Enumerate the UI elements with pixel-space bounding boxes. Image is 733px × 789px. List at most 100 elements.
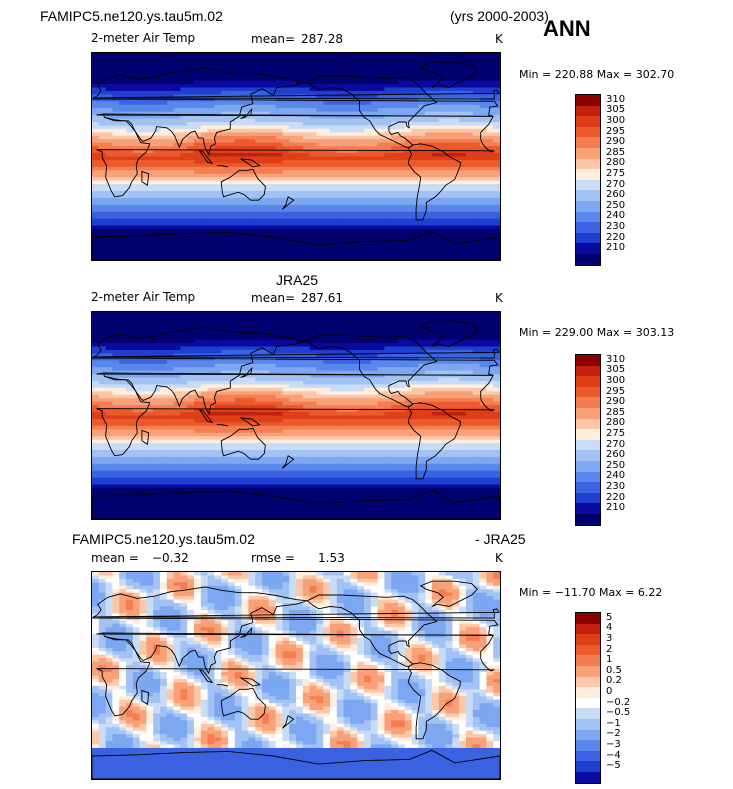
field-cell xyxy=(302,363,311,368)
field-cell xyxy=(160,163,168,168)
field-cell xyxy=(234,128,243,133)
field-cell xyxy=(404,173,413,178)
field-cell xyxy=(282,360,290,365)
field-cell xyxy=(98,177,107,182)
field-cell xyxy=(411,349,419,354)
field-cell xyxy=(132,125,141,130)
field-cell xyxy=(200,225,209,230)
field-cell xyxy=(98,228,107,233)
field-cell xyxy=(466,173,474,178)
field-cell xyxy=(336,253,345,258)
field-cell xyxy=(466,353,474,358)
field-cell xyxy=(296,149,304,154)
field-cell xyxy=(153,156,161,161)
field-cell xyxy=(309,173,317,178)
field-cell xyxy=(105,332,113,337)
field-cell xyxy=(200,56,209,61)
field-cell xyxy=(262,166,270,171)
field-cell xyxy=(472,377,481,382)
field-cell xyxy=(160,177,168,182)
field-cell xyxy=(234,135,243,140)
field-cell xyxy=(166,235,175,240)
field-cell xyxy=(370,332,379,337)
field-cell xyxy=(479,204,487,209)
field-cell xyxy=(139,187,147,192)
field-cell xyxy=(234,384,243,389)
field-cell xyxy=(432,374,440,379)
field-cell xyxy=(493,249,500,254)
field-cell xyxy=(404,346,413,351)
field-cell xyxy=(466,90,474,95)
field-cell xyxy=(282,329,290,334)
field-cell xyxy=(146,118,154,123)
field-cell xyxy=(364,322,372,327)
field-cell xyxy=(316,349,324,354)
field-cell xyxy=(248,381,256,386)
field-cell xyxy=(160,128,168,133)
field-cell xyxy=(268,325,277,330)
field-cell xyxy=(105,135,113,140)
field-cell xyxy=(119,228,127,233)
field-cell xyxy=(98,80,107,85)
field-cell xyxy=(166,104,175,109)
field-cell xyxy=(173,66,181,71)
field-cell xyxy=(119,132,127,137)
field-cell xyxy=(330,111,338,116)
field-cell xyxy=(357,180,365,185)
field-cell xyxy=(275,353,283,358)
field-cell xyxy=(330,135,338,140)
field-cell xyxy=(98,194,107,199)
field-cell xyxy=(221,80,229,85)
field-cell xyxy=(173,256,181,260)
field-cell xyxy=(207,191,215,196)
field-cell xyxy=(241,84,249,89)
field-cell xyxy=(384,118,392,123)
field-cell xyxy=(200,149,209,154)
field-cell xyxy=(289,336,297,341)
field-cell xyxy=(425,115,433,120)
field-cell xyxy=(377,325,385,330)
field-cell xyxy=(398,63,406,68)
field-cell xyxy=(391,163,399,168)
field-cell xyxy=(180,180,188,185)
field-cell xyxy=(255,370,263,375)
field-cell xyxy=(479,170,487,175)
field-cell xyxy=(459,149,467,154)
field-cell xyxy=(92,318,100,323)
field-cell xyxy=(289,374,297,379)
field-cell xyxy=(425,249,433,254)
field-cell xyxy=(336,191,345,196)
field-cell xyxy=(425,370,433,375)
field-cell xyxy=(194,142,202,147)
field-cell xyxy=(98,70,107,75)
field-cell xyxy=(166,53,175,58)
field-cell xyxy=(357,187,365,192)
field-cell xyxy=(119,218,127,223)
field-cell xyxy=(282,59,290,64)
field-cell xyxy=(323,218,331,223)
field-cell xyxy=(425,322,433,327)
field-cell xyxy=(364,325,372,330)
field-cell xyxy=(234,332,243,337)
field-cell xyxy=(357,108,365,113)
field-cell xyxy=(309,225,317,230)
field-cell xyxy=(384,242,392,247)
field-cell xyxy=(98,139,107,144)
field-cell xyxy=(98,53,107,58)
field-cell xyxy=(452,235,460,240)
field-cell xyxy=(200,108,209,113)
field-cell xyxy=(112,139,120,144)
field-cell xyxy=(214,343,222,348)
field-cell xyxy=(153,218,161,223)
field-cell xyxy=(479,66,487,71)
field-cell xyxy=(173,111,181,116)
field-cell xyxy=(132,246,141,251)
field-cell xyxy=(418,201,426,206)
field-cell xyxy=(302,87,311,92)
field-cell xyxy=(241,367,249,372)
field-cell xyxy=(105,339,113,344)
field-cell xyxy=(234,142,243,147)
field-cell xyxy=(166,94,175,99)
field-cell xyxy=(241,111,249,116)
field-cell xyxy=(370,208,379,213)
